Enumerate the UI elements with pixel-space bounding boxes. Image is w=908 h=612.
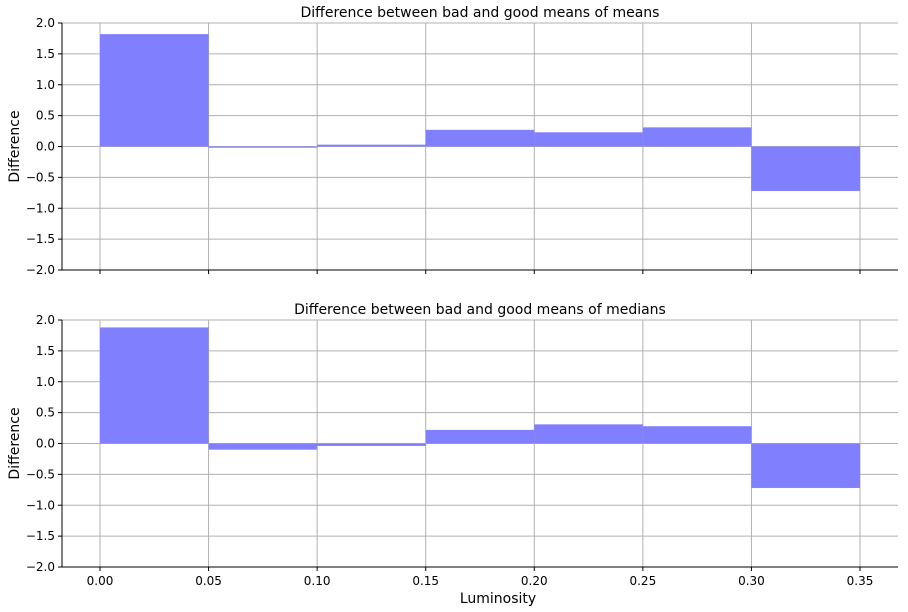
- medians-y-tick-label: 0.0: [36, 437, 55, 451]
- medians-x-tick-label: 0.10: [304, 574, 331, 588]
- medians-y-tick-label: 2.0: [36, 313, 55, 327]
- medians-x-tick-label: 0.35: [847, 574, 874, 588]
- means-bars: [100, 34, 860, 191]
- means-panel: −2.0 −1.5 −1.0 −0.5 0.0 0.5 1.0 1.5 2.0 Differenc…: [7, 5, 898, 277]
- medians-axes: −2.0 −1.5 −1.0 −0.5 0.0 0.5 1.0 1.5 2.0 0.00 0.05 0…: [26, 313, 898, 588]
- medians-x-tick-label: 0.30: [738, 574, 765, 588]
- medians-x-axis-label: Luminosity: [460, 591, 536, 607]
- means-bar: [208, 146, 318, 148]
- medians-bar: [751, 443, 860, 488]
- medians-y-tick-label: −1.5: [26, 529, 55, 543]
- means-y-axis-label: Difference: [7, 110, 23, 182]
- means-y-tick-label: 0.5: [36, 109, 55, 123]
- medians-y-tick-label: 0.5: [36, 406, 55, 420]
- means-bar: [751, 146, 860, 191]
- means-bar: [642, 127, 752, 147]
- medians-bars: [100, 327, 860, 488]
- medians-y-tick-label: −0.5: [26, 467, 55, 481]
- means-y-tick-label: 0.0: [36, 140, 55, 154]
- medians-bar: [100, 327, 209, 444]
- medians-bar: [425, 429, 535, 444]
- means-y-tick-label: −1.0: [26, 201, 55, 215]
- medians-y-tick-label: −2.0: [26, 560, 55, 574]
- means-y-tick-label: −2.0: [26, 263, 55, 277]
- medians-bar: [534, 424, 643, 444]
- medians-y-axis-label: Difference: [7, 407, 23, 479]
- medians-y-tick-label: 1.0: [36, 375, 55, 389]
- means-chart-title: Difference between bad and good means of…: [301, 5, 660, 21]
- means-bar: [317, 144, 426, 147]
- medians-y-tick-label: −1.0: [26, 498, 55, 512]
- medians-x-tick-label: 0.15: [412, 574, 439, 588]
- medians-x-tick-label: 0.00: [87, 574, 114, 588]
- medians-x-tick-label: 0.20: [521, 574, 548, 588]
- means-y-tick-label: 1.5: [36, 47, 55, 61]
- means-y-tick-label: −0.5: [26, 170, 55, 184]
- medians-bar: [208, 443, 318, 450]
- medians-x-tick-label: 0.05: [195, 574, 222, 588]
- medians-bar: [642, 426, 752, 444]
- means-bar: [100, 34, 209, 147]
- medians-y-tick-label: 1.5: [36, 344, 55, 358]
- means-axes: −2.0 −1.5 −1.0 −0.5 0.0 0.5 1.0 1.5 2.0: [26, 16, 898, 277]
- medians-bar: [317, 443, 426, 446]
- medians-chart-title: Difference between bad and good means of…: [294, 302, 666, 318]
- means-y-tick-label: −1.5: [26, 232, 55, 246]
- means-bar: [534, 132, 643, 147]
- medians-x-tick-label: 0.25: [629, 574, 656, 588]
- means-y-tick-label: 1.0: [36, 78, 55, 92]
- means-y-tick-label: 2.0: [36, 16, 55, 30]
- means-bar: [425, 129, 535, 147]
- medians-panel: −2.0 −1.5 −1.0 −0.5 0.0 0.5 1.0 1.5 2.0 0.00 0.05 0…: [7, 302, 898, 607]
